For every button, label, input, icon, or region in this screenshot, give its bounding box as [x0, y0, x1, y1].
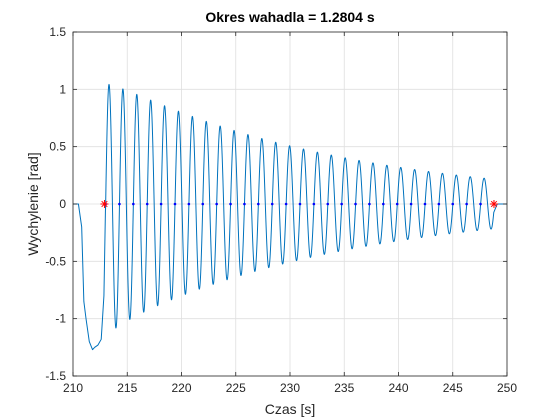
- x-tick-label: 245: [443, 381, 463, 395]
- y-axis-label: Wychylenie [rad]: [25, 152, 41, 255]
- x-tick-label: 250: [497, 381, 517, 395]
- crossing-dot: [298, 202, 302, 206]
- crossing-dot: [395, 202, 399, 206]
- x-axis-label: Czas [s]: [265, 401, 316, 417]
- crossing-dot: [215, 202, 218, 206]
- crossing-dot: [270, 202, 274, 206]
- star-marker: [489, 200, 498, 208]
- crossing-dot: [479, 202, 482, 206]
- crossing-dot: [326, 202, 330, 206]
- crossing-dot: [284, 202, 288, 206]
- y-tick-label: -1: [55, 312, 66, 326]
- crossing-dot: [132, 202, 135, 206]
- crossing-dot: [340, 202, 343, 206]
- crossing-dot: [173, 202, 177, 206]
- crossing-dot: [423, 202, 427, 206]
- y-tick-label: 0: [59, 197, 66, 211]
- x-tick-label: 215: [117, 381, 137, 395]
- signal-line: [73, 83, 507, 351]
- star-marker: [100, 200, 109, 208]
- crossing-dot: [229, 202, 232, 206]
- ticks: 210 215 220 225 230 235 240 245 250 -1.5 -1 -0.5 0 0.…: [45, 25, 517, 395]
- y-tick-label: 0.5: [49, 140, 66, 154]
- x-tick-label: 210: [63, 381, 83, 395]
- crossing-dot: [159, 202, 163, 206]
- y-tick-label: 1: [59, 82, 66, 96]
- crossing-dot: [382, 202, 385, 206]
- chart-title: Okres wahadla = 1.2804 s: [205, 9, 374, 25]
- x-tick-label: 240: [388, 381, 408, 395]
- x-tick-label: 235: [334, 381, 354, 395]
- crossing-dot: [465, 202, 468, 206]
- crossing-dot: [437, 202, 441, 206]
- crossing-dot: [409, 202, 413, 206]
- crossing-dot: [243, 202, 246, 206]
- y-tick-label: -0.5: [45, 254, 66, 268]
- crossing-dot: [118, 202, 121, 206]
- x-tick-label: 225: [226, 381, 246, 395]
- y-tick-label: 1.5: [49, 25, 66, 39]
- crossing-dot: [201, 202, 205, 206]
- crossing-dot: [451, 202, 455, 206]
- plot-lines: [73, 83, 507, 351]
- crossing-dot: [145, 202, 149, 206]
- crossing-dot: [257, 202, 260, 206]
- x-tick-label: 230: [280, 381, 300, 395]
- crossing-dot: [312, 202, 316, 206]
- crossing-dot: [187, 202, 191, 206]
- crossing-dot: [354, 202, 357, 206]
- y-tick-label: -1.5: [45, 369, 66, 383]
- x-tick-label: 220: [171, 381, 191, 395]
- crossing-dot: [368, 202, 371, 206]
